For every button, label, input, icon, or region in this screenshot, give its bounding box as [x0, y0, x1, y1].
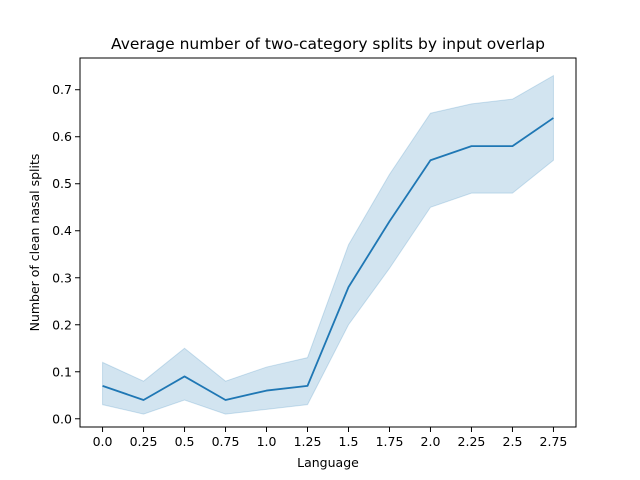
x-tick-label: 1.5: [339, 434, 359, 449]
data-point: [266, 390, 268, 392]
x-tick-label: 2.5: [503, 434, 523, 449]
x-tick-label: 0.0: [93, 434, 113, 449]
y-tick-label: 0.4: [52, 223, 72, 238]
x-axis: 0.0 0.25 0.5 0.75 1.0 1.25 1.5 1.75 2.0 2.25 2.5 2.…: [93, 427, 568, 449]
y-axis: 0.0 0.1 0.2 0.3 0.4 0.5 0.6 0.7: [52, 82, 80, 426]
x-tick-label: 2.0: [421, 434, 441, 449]
data-point: [429, 159, 431, 161]
plot-area: [102, 74, 554, 415]
x-tick-label: 2.75: [540, 434, 568, 449]
y-axis-label: Number of clean nasal splits: [27, 154, 42, 332]
y-tick-label: 0.6: [52, 129, 72, 144]
data-point: [511, 145, 513, 147]
x-tick-label: 1.0: [257, 434, 277, 449]
x-tick-label: 0.25: [130, 434, 158, 449]
y-tick-label: 0.1: [52, 364, 72, 379]
x-tick-label: 1.75: [376, 434, 404, 449]
data-point: [225, 399, 227, 401]
y-tick-label: 0.7: [52, 82, 72, 97]
confidence-band-0: [102, 74, 554, 415]
data-point: [307, 385, 309, 387]
series-line-0: [102, 117, 554, 401]
x-tick-label: 0.5: [175, 434, 195, 449]
y-tick-label: 0.0: [52, 411, 72, 426]
x-tick-label: 0.75: [212, 434, 240, 449]
data-point: [102, 385, 104, 387]
chart-title: Average number of two-category splits by…: [111, 35, 545, 53]
data-point: [552, 117, 554, 119]
y-tick-label: 0.3: [52, 270, 72, 285]
x-axis-label: Language: [297, 455, 359, 470]
x-tick-label: 1.25: [294, 434, 322, 449]
data-point: [184, 375, 186, 377]
plot-frame: [79, 57, 577, 428]
data-point: [388, 220, 390, 222]
data-point: [347, 286, 349, 288]
y-tick-label: 0.2: [52, 317, 72, 332]
data-point: [470, 145, 472, 147]
y-tick-label: 0.5: [52, 176, 72, 191]
data-point: [143, 399, 145, 401]
x-tick-label: 2.25: [458, 434, 486, 449]
